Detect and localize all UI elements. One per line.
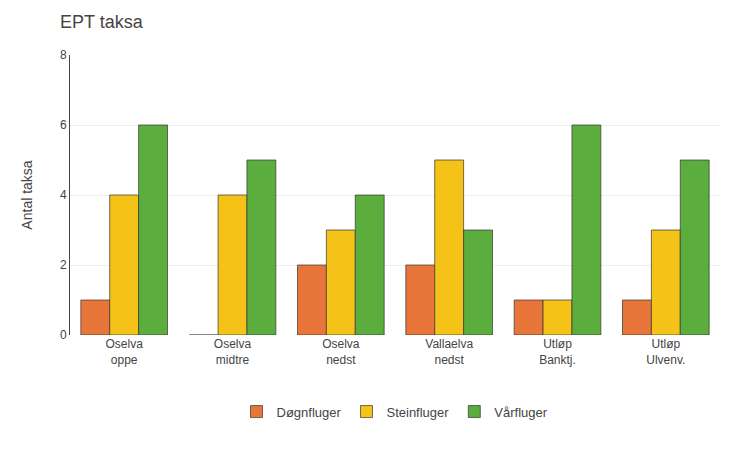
svg-text:6: 6 [60, 118, 67, 132]
svg-text:Vallaelvanedst: Vallaelvanedst [425, 337, 473, 367]
svg-text:Døgnfluger: Døgnfluger [277, 405, 342, 420]
svg-text:8: 8 [60, 48, 67, 62]
svg-text:2: 2 [60, 258, 67, 272]
svg-text:Oselvaoppe: Oselvaoppe [105, 337, 143, 367]
svg-text:4: 4 [60, 188, 67, 202]
svg-text:Oselvanedst: Oselvanedst [322, 337, 360, 367]
svg-text:UtløpBanktj.: UtløpBanktj. [539, 337, 576, 367]
svg-text:Steinfluger: Steinfluger [386, 405, 449, 420]
svg-text:UtløpUlvenv.: UtløpUlvenv. [646, 337, 685, 367]
svg-text:EPT taksa: EPT taksa [60, 12, 144, 32]
svg-text:Oselvamidtre: Oselvamidtre [214, 337, 252, 367]
svg-text:Antal taksa: Antal taksa [19, 160, 35, 229]
svg-text:Vårfluger: Vårfluger [494, 405, 547, 420]
svg-text:0: 0 [60, 328, 67, 342]
